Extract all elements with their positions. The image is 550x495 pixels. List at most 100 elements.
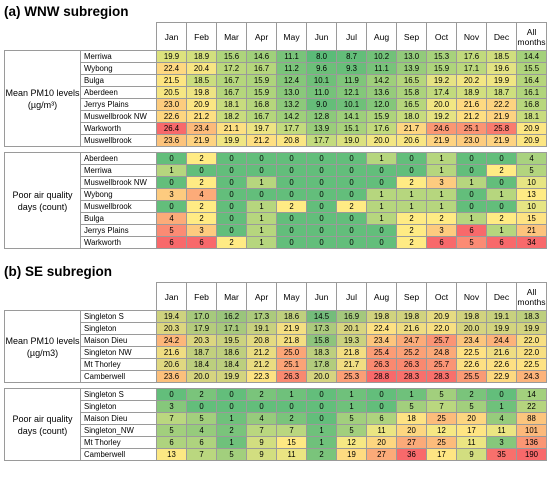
value-cell: 18.6	[276, 310, 307, 323]
value-cell: 12	[426, 424, 457, 437]
value-cell: 0	[336, 212, 367, 225]
value-cell: 21.9	[486, 134, 517, 147]
value-cell: 0	[306, 412, 337, 425]
value-cell: 1	[486, 188, 517, 201]
value-cell: 23.4	[186, 122, 217, 135]
value-cell: 0	[486, 176, 517, 189]
value-cell: 2	[276, 412, 307, 425]
value-cell: 21.2	[456, 110, 487, 123]
table-row: Maison Dieu 7 5 1 4 2 0 5 6 18 25 20 4 88	[5, 412, 547, 425]
month-header: Sep	[396, 282, 427, 311]
value-cell: 0	[216, 152, 247, 165]
site-name: Camberwell	[80, 370, 157, 383]
value-cell: 13	[156, 448, 187, 461]
value-cell: 5	[156, 224, 187, 237]
site-name: Wybong	[80, 188, 157, 201]
value-cell: 0	[336, 236, 367, 249]
site-name: Muswellbrook	[80, 200, 157, 213]
table-row: Merriwa 1 0 0 0 0 0 0 0 0 1 0 2 5	[5, 164, 547, 177]
value-cell: 28.3	[396, 370, 427, 383]
value-cell: 20.1	[336, 322, 367, 335]
value-cell: 0	[156, 176, 187, 189]
value-cell: 18.2	[216, 110, 247, 123]
value-cell: 2	[396, 212, 427, 225]
value-cell: 4	[156, 212, 187, 225]
value-cell: 0	[306, 236, 337, 249]
value-cell: 0	[216, 164, 247, 177]
value-cell: 0	[306, 176, 337, 189]
table-row: Maison Dieu 24.2 20.3 19.5 20.8 21.8 15.8 19.3 2…	[5, 334, 547, 347]
value-cell: 25.7	[426, 334, 457, 347]
table-row: Aberdeen 20.5 19.8 16.7 15.9 13.0 11.0 12.1 13.6…	[5, 86, 547, 99]
value-cell: 88	[516, 412, 547, 425]
value-cell: 16.2	[216, 310, 247, 323]
value-cell: 11	[366, 424, 397, 437]
value-cell: 5	[336, 424, 367, 437]
value-cell: 1	[426, 188, 457, 201]
value-cell: 17.7	[276, 122, 307, 135]
value-cell: 11.9	[336, 74, 367, 87]
value-cell: 16.8	[246, 98, 277, 111]
value-cell: 9.6	[306, 62, 337, 75]
value-cell: 0	[216, 388, 247, 401]
value-cell: 3	[156, 188, 187, 201]
value-cell: 11.1	[276, 50, 307, 63]
value-cell: 19.2	[426, 74, 457, 87]
value-cell: 6	[186, 236, 217, 249]
site-name: Singleton	[80, 322, 157, 335]
month-header: Aug	[366, 22, 397, 51]
value-cell: 21.1	[216, 122, 247, 135]
value-cell: 21.9	[486, 110, 517, 123]
value-cell: 2	[336, 200, 367, 213]
value-cell: 15.9	[246, 86, 277, 99]
value-cell: 19.3	[336, 334, 367, 347]
value-cell: 20.5	[156, 86, 187, 99]
value-cell: 9.3	[336, 62, 367, 75]
value-cell: 20.9	[516, 122, 547, 135]
value-cell: 13.0	[396, 50, 427, 63]
value-cell: 16.4	[516, 74, 547, 87]
value-cell: 1	[246, 200, 277, 213]
value-cell: 19.4	[156, 310, 187, 323]
value-cell: 2	[186, 388, 217, 401]
value-cell: 20.9	[186, 98, 217, 111]
month-header: May	[276, 282, 307, 311]
value-cell: 18	[396, 412, 427, 425]
value-cell: 7	[246, 424, 277, 437]
value-cell: 16.7	[246, 62, 277, 75]
site-name: Warkworth	[80, 236, 157, 249]
value-cell: 22.6	[156, 110, 187, 123]
value-cell: 10	[516, 200, 547, 213]
value-cell: 1	[396, 188, 427, 201]
value-cell: 0	[246, 400, 277, 413]
value-cell: 12	[336, 436, 367, 449]
value-cell: 19.0	[336, 134, 367, 147]
value-cell: 0	[396, 164, 427, 177]
value-cell: 17.6	[456, 50, 487, 63]
value-cell: 23.4	[366, 334, 397, 347]
value-cell: 15.6	[216, 50, 247, 63]
value-cell: 1	[396, 200, 427, 213]
value-cell: 1	[156, 164, 187, 177]
value-cell: 13.0	[276, 86, 307, 99]
value-cell: 25.8	[486, 122, 517, 135]
month-header: Aug	[366, 282, 397, 311]
table-row: Singleton NW 21.6 18.7 18.6 21.2 25.0 18.3 21.8…	[5, 346, 547, 359]
value-cell: 21.6	[156, 346, 187, 359]
value-cell: 13.9	[306, 122, 337, 135]
month-header: Jul	[336, 282, 367, 311]
value-cell: 18.1	[216, 98, 247, 111]
value-cell: 0	[276, 224, 307, 237]
value-cell: 101	[516, 424, 547, 437]
value-cell: 1	[486, 224, 517, 237]
value-cell: 15.1	[336, 122, 367, 135]
value-cell: 1	[306, 424, 337, 437]
value-cell: 1	[396, 388, 427, 401]
month-header: Jan	[156, 22, 187, 51]
value-cell: 35	[486, 448, 517, 461]
value-cell: 28.3	[426, 370, 457, 383]
site-name: Singleton_NW	[80, 424, 157, 437]
value-cell: 28.8	[366, 370, 397, 383]
month-header: May	[276, 22, 307, 51]
value-cell: 21.8	[336, 346, 367, 359]
